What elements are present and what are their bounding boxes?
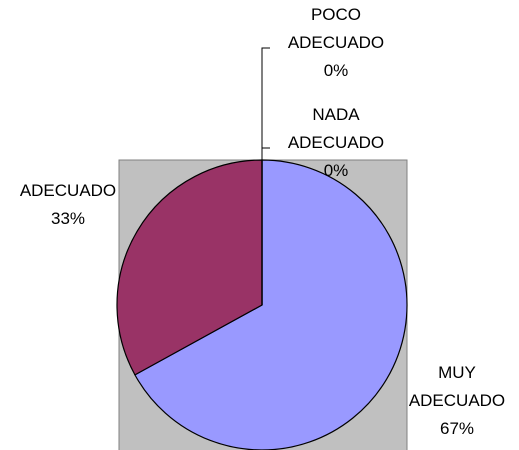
slice-label: MUY ADECUADO	[409, 363, 505, 410]
leader-line	[261, 47, 270, 160]
slice-value-label: 33%	[51, 209, 85, 228]
slice-label: POCO ADECUADO	[288, 5, 384, 52]
slice-value-label: 67%	[440, 419, 474, 438]
slice-label: ADECUADO	[20, 181, 116, 200]
slice-label: NADA ADECUADO	[288, 105, 384, 152]
slice-value-label: 0%	[324, 61, 349, 80]
pie-slice	[116, 159, 263, 376]
pie-slice	[134, 159, 408, 450]
slice-value-label: 0%	[324, 161, 349, 180]
